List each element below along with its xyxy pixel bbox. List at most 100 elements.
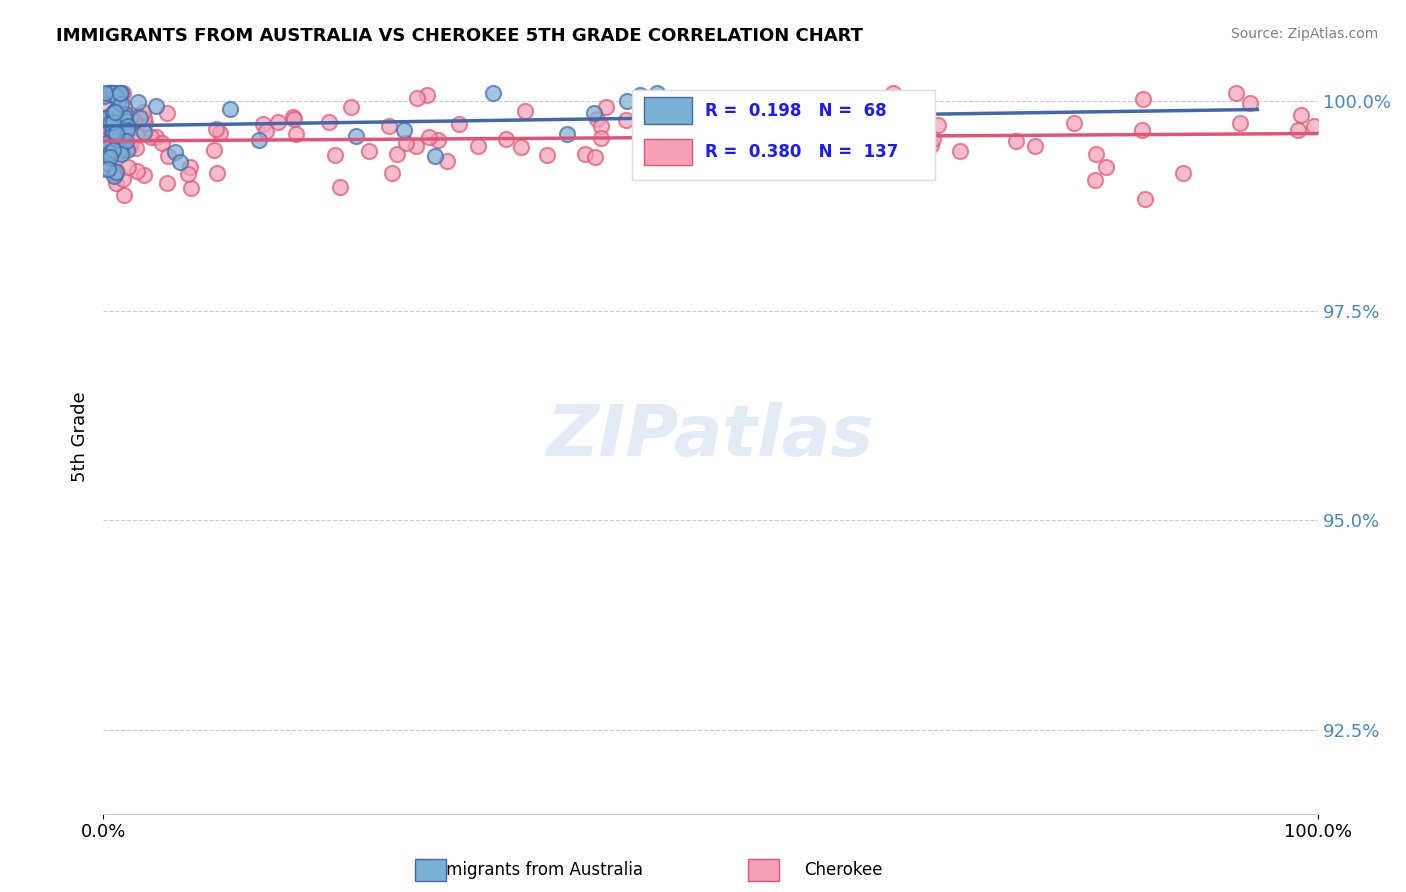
Point <box>112 98 135 112</box>
Point <box>1225 86 1247 100</box>
Point <box>98 87 121 101</box>
Point <box>628 87 651 102</box>
Point <box>406 91 429 105</box>
Point <box>104 103 127 118</box>
Point <box>127 109 149 123</box>
Point <box>112 126 135 140</box>
Point <box>689 100 711 114</box>
Point <box>94 114 117 128</box>
Point <box>156 106 179 120</box>
Point <box>208 126 231 140</box>
Bar <box>748 859 779 881</box>
Point <box>93 161 115 176</box>
Point <box>703 131 725 145</box>
Point <box>125 140 148 154</box>
Point <box>654 108 676 122</box>
Point <box>96 119 118 133</box>
Point <box>467 139 489 153</box>
Point <box>117 119 139 133</box>
Point <box>806 100 828 114</box>
Point <box>165 145 187 160</box>
Point <box>392 122 415 136</box>
Point <box>118 140 141 154</box>
Point <box>1084 173 1107 187</box>
Point <box>101 126 124 140</box>
Point <box>1024 139 1046 153</box>
Point <box>844 95 866 110</box>
Point <box>100 134 122 148</box>
Point <box>100 86 122 100</box>
Point <box>115 123 138 137</box>
Point <box>105 126 128 140</box>
Point <box>697 134 720 148</box>
Point <box>357 144 380 158</box>
Point <box>285 127 308 141</box>
Point <box>405 138 427 153</box>
Point <box>716 165 738 179</box>
Point <box>105 133 128 147</box>
Point <box>510 140 533 154</box>
Point <box>776 120 799 135</box>
Point <box>96 136 118 151</box>
Point <box>104 89 127 103</box>
Point <box>103 106 125 120</box>
Point <box>616 95 638 109</box>
Point <box>104 104 127 119</box>
Point <box>110 86 132 100</box>
Point <box>1239 96 1261 111</box>
Point <box>254 124 277 138</box>
Point <box>841 99 863 113</box>
Point <box>427 133 450 147</box>
Point <box>682 110 704 124</box>
Point <box>709 134 731 148</box>
Point <box>150 136 173 150</box>
Point <box>555 128 578 142</box>
Point <box>132 105 155 120</box>
Point <box>395 136 418 150</box>
Point <box>132 169 155 183</box>
Point <box>104 165 127 179</box>
Point <box>110 147 132 161</box>
Point <box>117 160 139 174</box>
Point <box>107 118 129 132</box>
Point <box>283 110 305 124</box>
Point <box>1229 116 1251 130</box>
Point <box>98 149 121 163</box>
Point <box>94 110 117 124</box>
Point <box>118 137 141 152</box>
Point <box>139 129 162 144</box>
Point <box>741 152 763 166</box>
Point <box>96 111 118 125</box>
Point <box>1286 123 1309 137</box>
Point <box>614 112 637 127</box>
Point <box>344 128 367 143</box>
FancyBboxPatch shape <box>631 90 935 180</box>
Point <box>378 119 401 133</box>
Point <box>882 86 904 100</box>
Point <box>679 129 702 144</box>
Bar <box>415 859 446 881</box>
Point <box>202 144 225 158</box>
Text: R =  0.198   N =  68: R = 0.198 N = 68 <box>704 102 886 120</box>
Point <box>690 164 713 178</box>
Point <box>318 115 340 129</box>
Point <box>1085 147 1108 161</box>
Point <box>112 188 135 202</box>
Point <box>176 168 198 182</box>
Point <box>121 134 143 148</box>
Point <box>1302 119 1324 133</box>
Point <box>252 117 274 131</box>
Point <box>97 112 120 126</box>
Point <box>111 172 134 186</box>
Point <box>134 116 156 130</box>
Text: Immigrants from Australia: Immigrants from Australia <box>425 861 644 879</box>
Point <box>101 164 124 178</box>
Point <box>107 145 129 160</box>
Point <box>101 121 124 136</box>
Point <box>101 114 124 128</box>
Point <box>920 138 942 153</box>
Text: R =  0.380   N =  137: R = 0.380 N = 137 <box>704 144 898 161</box>
Point <box>436 154 458 169</box>
Point <box>1130 123 1153 137</box>
Point <box>115 134 138 148</box>
